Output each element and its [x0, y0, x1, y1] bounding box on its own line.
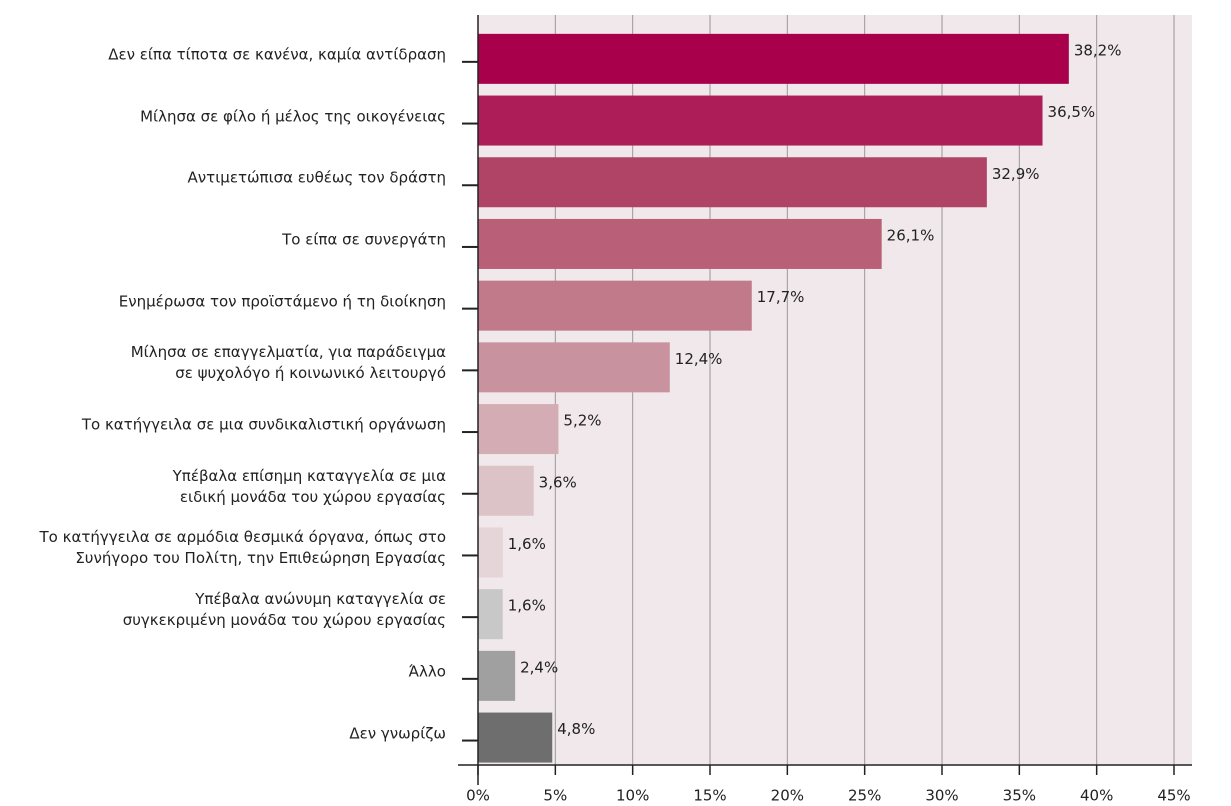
value-label: 5,2% — [563, 412, 601, 430]
x-tick-label: 10% — [616, 787, 649, 805]
x-tick-label: 30% — [925, 787, 958, 805]
category-label: Μίλησα σε φίλο ή μέλος της οικογένειας — [140, 107, 446, 126]
x-tick-label: 15% — [693, 787, 726, 805]
x-tick-label: 45% — [1157, 787, 1190, 805]
value-label: 32,9% — [992, 165, 1040, 183]
category-label: Αντιμετώπισα ευθέως τον δράστη — [187, 168, 446, 187]
bar — [478, 342, 670, 393]
value-label: 2,4% — [520, 658, 558, 676]
bar — [478, 589, 503, 640]
category-label: Άλλο — [408, 662, 446, 681]
value-label: 36,5% — [1048, 103, 1096, 121]
x-tick-label: 5% — [543, 787, 567, 805]
category-label: Δεν είπα τίποτα σε κανένα, καμία αντίδρα… — [108, 45, 446, 64]
x-tick-label: 0% — [466, 787, 490, 805]
x-tick-label: 40% — [1080, 787, 1113, 805]
value-label: 26,1% — [887, 226, 935, 244]
category-label: Δεν γνωρίζω — [349, 724, 446, 743]
bar — [478, 465, 534, 516]
category-label: Υπέβαλα ανώνυμη καταγγελία σε συγκεκριμέ… — [122, 590, 446, 630]
bar — [478, 404, 559, 455]
category-label: Το είπα σε συνεργάτη — [282, 230, 446, 249]
bar — [478, 712, 553, 763]
x-tick-label: 35% — [1003, 787, 1036, 805]
value-label: 4,8% — [557, 720, 595, 738]
bar — [478, 157, 987, 208]
x-tick-label: 20% — [771, 787, 804, 805]
bar — [478, 95, 1043, 146]
value-label: 1,6% — [508, 535, 546, 553]
value-label: 3,6% — [539, 473, 577, 491]
value-label: 17,7% — [757, 288, 805, 306]
category-label: Το κατήγγειλα σε αρμόδια θεσμικά όργανα,… — [39, 528, 447, 568]
bar — [478, 280, 752, 331]
category-label: Το κατήγγειλα σε μια συνδικαλιστική οργά… — [81, 415, 446, 434]
bar — [478, 218, 882, 269]
value-label: 38,2% — [1074, 41, 1122, 59]
x-tick-label: 25% — [848, 787, 881, 805]
category-label: Μίλησα σε επαγγελματία, για παράδειγμα σ… — [130, 343, 446, 383]
bar — [478, 527, 503, 578]
bar — [478, 33, 1069, 84]
category-label: Ενημέρωσα τον προϊστάμενο ή τη διοίκηση — [118, 292, 446, 311]
category-label: Υπέβαλα επίσημη καταγγελία σε μια ειδική… — [172, 466, 446, 506]
bar — [478, 650, 516, 701]
value-label: 12,4% — [675, 350, 723, 368]
value-label: 1,6% — [508, 597, 546, 615]
